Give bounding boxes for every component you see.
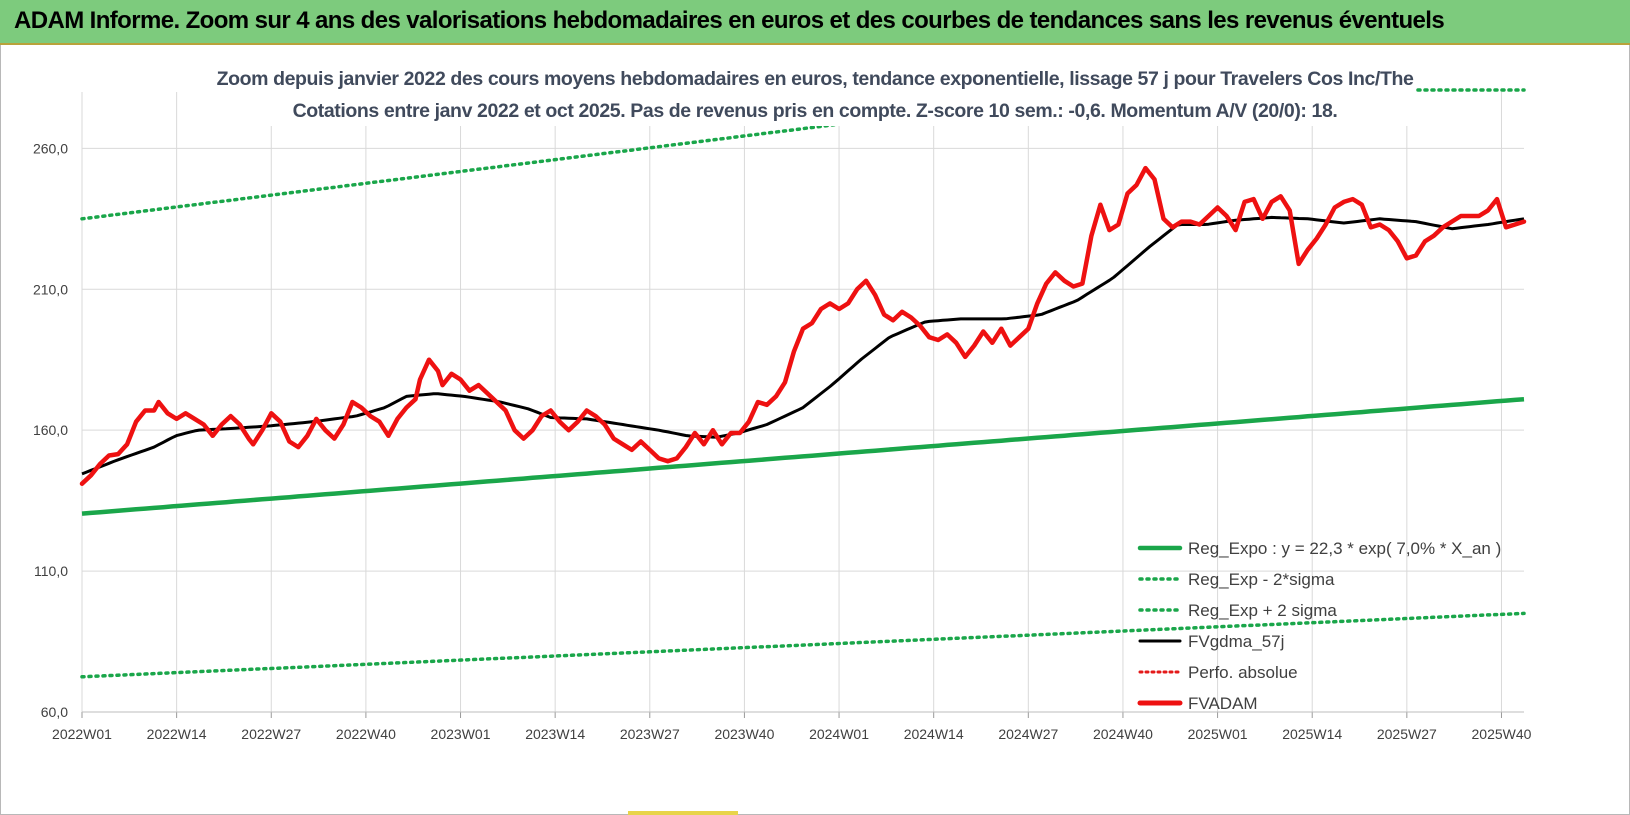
x-tick-label: 2023W01 [431, 726, 491, 742]
bottom-scroll-marker [628, 811, 738, 815]
y-tick-label: 110,0 [34, 563, 68, 579]
legend-label: Reg_Expo : y = 22,3 * exp( 7,0% * X_an ) [1188, 539, 1501, 558]
legend-label: Perfo. absolue [1188, 663, 1298, 682]
series-fvadam [79, 165, 1527, 486]
legend-label: Reg_Exp + 2 sigma [1188, 601, 1337, 620]
chart-legend: Reg_Expo : y = 22,3 * exp( 7,0% * X_an )… [1137, 539, 1501, 713]
series-reg-lower [80, 611, 1526, 679]
x-tick-label: 2023W27 [620, 726, 680, 742]
x-tick-label: 2025W01 [1188, 726, 1248, 742]
chart-axes: 60,0 110,0 160,0 210,0 260,0 2022W01 2022W14 20… [33, 140, 1532, 742]
legend-label: FVADAM [1188, 694, 1258, 713]
x-tick-label: 2025W14 [1282, 726, 1342, 742]
chart-subtitle: Cotations entre janv 2022 et oct 2025. P… [292, 100, 1338, 122]
y-tick-label: 60,0 [41, 704, 68, 720]
series-fvgdma [81, 215, 1525, 476]
x-tick-label: 2024W14 [904, 726, 964, 742]
x-tick-label: 2022W14 [147, 726, 207, 742]
x-tick-label: 2024W01 [809, 726, 869, 742]
x-tick-label: 2025W40 [1472, 726, 1532, 742]
x-tick-label: 2025W27 [1377, 726, 1437, 742]
subtitle-backdrop [216, 60, 1416, 126]
x-tick-label: 2024W40 [1093, 726, 1153, 742]
y-tick-label: 160,0 [33, 422, 68, 438]
chart-title: Zoom depuis janvier 2022 des cours moyen… [216, 68, 1414, 90]
chart-grid [81, 92, 1524, 713]
chart-series [79, 60, 1527, 679]
x-tick-label: 2022W27 [241, 726, 301, 742]
series-reg-expo [81, 396, 1525, 516]
legend-label: FVgdma_57j [1188, 632, 1284, 651]
y-tick-label: 210,0 [33, 281, 68, 297]
report-title: ADAM Informe. Zoom sur 4 ans des valoris… [14, 7, 1445, 34]
x-tick-label: 2022W01 [52, 726, 112, 742]
x-tick-label: 2024W27 [998, 726, 1058, 742]
title-banner: ADAM Informe. Zoom sur 4 ans des valoris… [0, 0, 1630, 45]
legend-label: Reg_Exp - 2*sigma [1188, 570, 1335, 589]
x-tick-label: 2022W40 [336, 726, 396, 742]
y-tick-label: 260,0 [33, 140, 68, 156]
x-tick-label: 2023W40 [714, 726, 774, 742]
x-tick-label: 2023W14 [525, 726, 585, 742]
